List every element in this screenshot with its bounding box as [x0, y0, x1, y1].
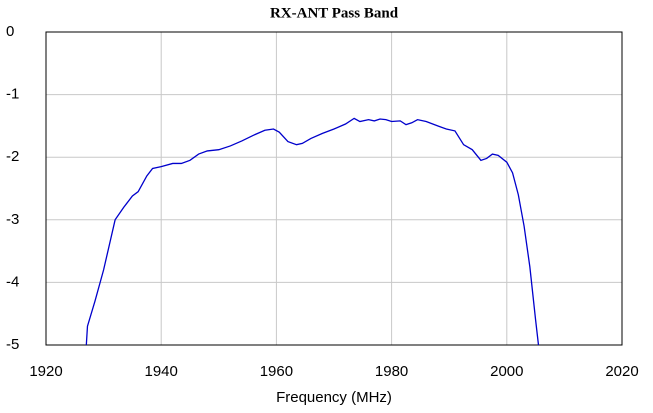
y-tick-label: -5 — [6, 336, 19, 353]
x-tick-label: 2000 — [490, 363, 523, 380]
x-axis-label: Frequency (MHz) — [276, 389, 392, 406]
plot-border — [45, 31, 623, 346]
x-tick-label: 1960 — [260, 363, 293, 380]
y-tick-label: -2 — [6, 148, 19, 165]
y-tick-label: -3 — [6, 211, 19, 228]
data-line — [85, 117, 540, 346]
y-tick-label: -4 — [6, 273, 19, 290]
chart-title: RX-ANT Pass Band — [270, 5, 399, 21]
x-tick-label: 2020 — [605, 363, 638, 380]
x-tick-label: 1920 — [29, 363, 62, 380]
x-tick-label: 1940 — [145, 363, 178, 380]
y-tick-label: 0 — [6, 23, 14, 40]
x-tick-label: 1980 — [375, 363, 408, 380]
plot-area — [46, 32, 622, 345]
y-tick-label: -1 — [6, 86, 19, 103]
